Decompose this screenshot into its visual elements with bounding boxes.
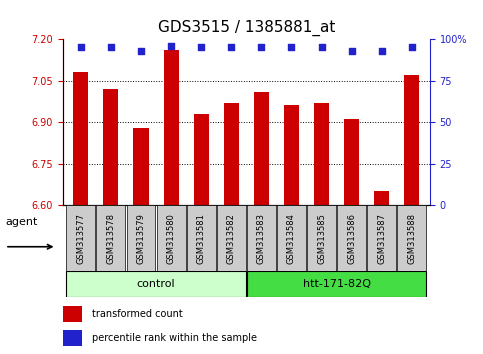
Bar — [63, 330, 82, 346]
Bar — [66, 205, 95, 271]
Bar — [247, 205, 276, 271]
Bar — [277, 205, 306, 271]
Bar — [127, 205, 156, 271]
Text: GSM313587: GSM313587 — [377, 212, 386, 264]
Bar — [247, 271, 426, 297]
Text: htt-171-82Q: htt-171-82Q — [302, 279, 370, 289]
Text: GSM313581: GSM313581 — [197, 213, 206, 263]
Point — [378, 48, 385, 53]
Bar — [307, 205, 336, 271]
Point — [318, 45, 326, 50]
Bar — [217, 205, 246, 271]
Text: GSM313582: GSM313582 — [227, 213, 236, 263]
Text: GSM313577: GSM313577 — [76, 212, 85, 264]
Bar — [63, 306, 82, 322]
Text: GSM313586: GSM313586 — [347, 212, 356, 264]
Bar — [254, 92, 269, 205]
Text: GSM313585: GSM313585 — [317, 213, 326, 263]
Text: transformed count: transformed count — [92, 309, 183, 319]
Bar — [314, 103, 329, 205]
Point — [198, 45, 205, 50]
Point — [257, 45, 265, 50]
Text: agent: agent — [5, 217, 37, 227]
Bar — [344, 119, 359, 205]
Bar — [398, 205, 426, 271]
Bar — [187, 205, 215, 271]
Bar — [133, 128, 149, 205]
Bar — [374, 192, 389, 205]
Title: GDS3515 / 1385881_at: GDS3515 / 1385881_at — [157, 20, 335, 36]
Text: GSM313584: GSM313584 — [287, 213, 296, 263]
Bar — [66, 271, 246, 297]
Point — [348, 48, 355, 53]
Point — [137, 48, 145, 53]
Point — [167, 43, 175, 48]
Bar — [73, 72, 88, 205]
Point — [107, 45, 115, 50]
Text: GSM313580: GSM313580 — [167, 213, 176, 263]
Text: GSM313588: GSM313588 — [407, 212, 416, 264]
Text: GSM313583: GSM313583 — [257, 212, 266, 264]
Point — [287, 45, 295, 50]
Bar — [224, 103, 239, 205]
Bar — [337, 205, 366, 271]
Bar — [156, 205, 185, 271]
Text: GSM313579: GSM313579 — [137, 213, 145, 263]
Point — [227, 45, 235, 50]
Text: percentile rank within the sample: percentile rank within the sample — [92, 333, 257, 343]
Point — [408, 45, 416, 50]
Bar — [103, 89, 118, 205]
Bar — [97, 205, 126, 271]
Text: control: control — [137, 279, 175, 289]
Point — [77, 45, 85, 50]
Text: GSM313578: GSM313578 — [106, 212, 115, 264]
Bar — [367, 205, 396, 271]
Bar — [194, 114, 209, 205]
Bar — [404, 75, 419, 205]
Bar — [284, 105, 299, 205]
Bar — [164, 50, 179, 205]
